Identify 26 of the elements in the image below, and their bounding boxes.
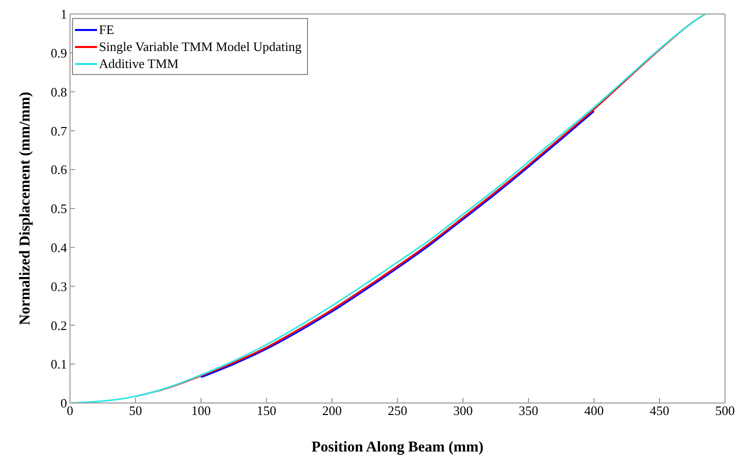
x-tick-label: 450 (650, 403, 670, 418)
x-tick-label: 100 (191, 403, 211, 418)
y-axis-title: Normalized Displacement (mm/mm) (17, 92, 34, 326)
x-tick-label: 150 (256, 403, 276, 418)
y-tick-label: 1 (60, 6, 67, 22)
x-axis-title: Position Along Beam (mm) (311, 440, 484, 456)
x-tick-label: 300 (453, 403, 473, 418)
y-tick-label: 0.3 (50, 278, 67, 294)
legend-label: Additive TMM (99, 55, 179, 72)
y-tick-label: 0.7 (50, 123, 68, 138)
y-tick-label: 0.6 (50, 162, 68, 178)
x-tick-label: 350 (518, 403, 538, 418)
legend-label: FE (99, 21, 114, 38)
y-tick-label: 0.5 (50, 201, 67, 216)
x-tick-label: 400 (584, 403, 604, 418)
x-tick-label: 250 (388, 403, 408, 418)
line-series (200, 110, 595, 378)
legend-label: Single Variable TMM Model Updating (99, 38, 302, 55)
x-tick-label: 50 (129, 403, 142, 418)
x-tick-label: 200 (322, 403, 342, 418)
y-tick-label: 0.2 (50, 318, 67, 333)
y-tick-label: 0.9 (50, 46, 67, 61)
y-tick-label: 0.1 (50, 356, 67, 372)
y-tick-label: 0.4 (50, 240, 68, 256)
x-tick-label: 500 (715, 403, 735, 418)
y-tick-label: 0.8 (50, 84, 67, 100)
